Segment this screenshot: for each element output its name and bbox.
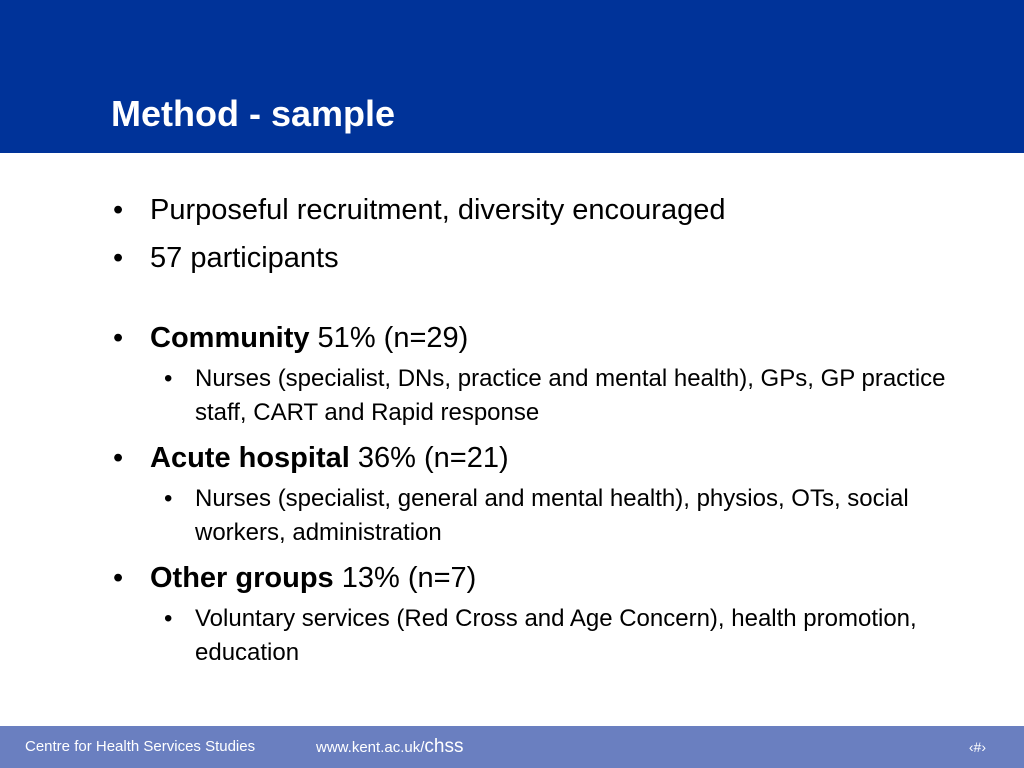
bullet-community: • Community 51% (n=29): [110, 318, 990, 358]
sub-bullet-marker: •: [164, 365, 173, 392]
bullet-marker: •: [113, 242, 124, 274]
sub-bullet-text: Nurses (specialist, general and mental h…: [195, 485, 909, 546]
sub-bullet-marker: •: [164, 485, 173, 512]
bullet-marker: •: [113, 194, 124, 226]
slide-number: ‹#›: [968, 739, 986, 755]
bullet-marker: •: [113, 562, 124, 594]
bullet-text: 57 participants: [150, 242, 339, 274]
footer-url-suffix[interactable]: chss: [424, 736, 464, 757]
group-stat: 36% (n=21): [349, 442, 509, 474]
group-stat: 13% (n=7): [333, 562, 477, 594]
group-name: Community: [150, 322, 310, 354]
group-name: Acute hospital: [150, 442, 350, 474]
bullet-text: Purposeful recruitment, diversity encour…: [150, 194, 726, 226]
footer-url[interactable]: www.kent.ac.uk/chss: [316, 736, 463, 758]
slide-content: • Purposeful recruitment, diversity enco…: [110, 190, 990, 670]
title-bar: Method - sample: [0, 0, 1024, 153]
sub-bullet-text: Voluntary services (Red Cross and Age Co…: [195, 605, 917, 666]
sub-bullet-text: Nurses (specialist, DNs, practice and me…: [195, 365, 946, 426]
sub-bullet-marker: •: [164, 605, 173, 632]
footer-bar: Centre for Health Services Studies www.k…: [0, 726, 1024, 768]
bullet-other-groups: • Other groups 13% (n=7): [110, 558, 990, 598]
footer-centre-name: Centre for Health Services Studies: [25, 738, 256, 755]
group-name: Other groups: [150, 562, 334, 594]
sub-bullet-acute-hospital: • Nurses (specialist, general and mental…: [160, 482, 985, 550]
sub-bullet-other-groups: • Voluntary services (Red Cross and Age …: [160, 602, 985, 670]
slide-title: Method - sample: [111, 93, 396, 134]
bullet-recruitment: • Purposeful recruitment, diversity enco…: [110, 190, 990, 230]
group-stat: 51% (n=29): [309, 322, 469, 354]
bullet-marker: •: [113, 322, 124, 354]
footer-url-prefix[interactable]: www.kent.ac.uk/: [316, 739, 425, 756]
sub-bullet-community: • Nurses (specialist, DNs, practice and …: [160, 362, 985, 430]
bullet-acute-hospital: • Acute hospital 36% (n=21): [110, 438, 990, 478]
bullet-participants: • 57 participants: [110, 238, 990, 278]
bullet-marker: •: [113, 442, 124, 474]
